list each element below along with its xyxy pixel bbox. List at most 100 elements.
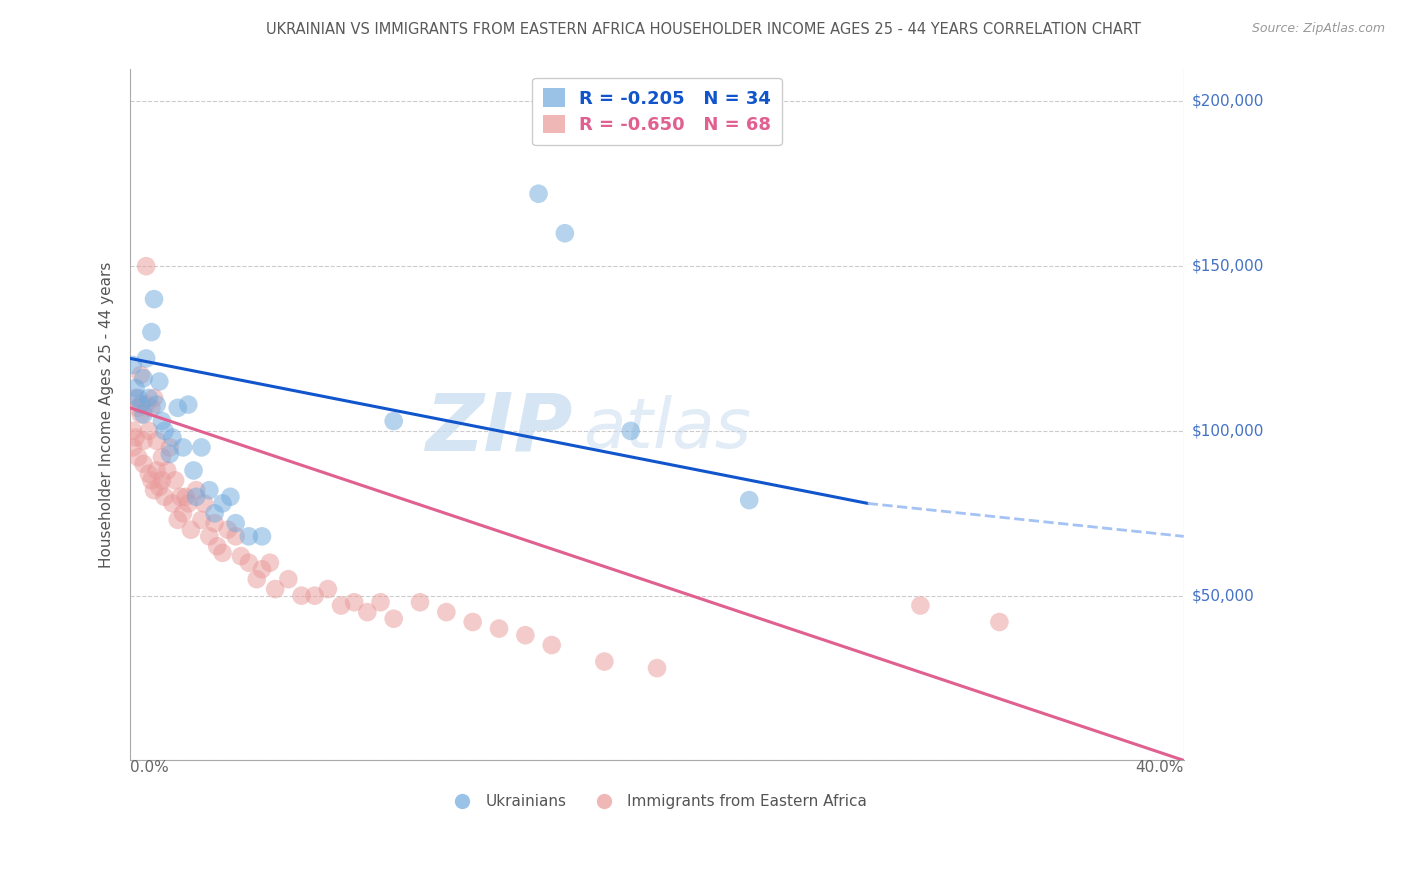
Y-axis label: Householder Income Ages 25 - 44 years: Householder Income Ages 25 - 44 years (100, 261, 114, 567)
Point (290, 589, 312, 603)
Point (238, 556, 260, 570)
Point (162, 496, 184, 510)
Point (150, 474, 173, 488)
Point (250, 562, 273, 576)
Point (145, 434, 167, 448)
Point (198, 483, 221, 498)
Point (434, 605, 457, 619)
Point (988, 615, 1011, 629)
Point (141, 474, 163, 488)
Point (645, 661, 668, 675)
Point (122, 441, 145, 455)
Point (316, 582, 339, 596)
Point (127, 450, 149, 465)
Point (148, 480, 170, 494)
Point (183, 463, 205, 477)
Point (229, 549, 252, 563)
Point (370, 595, 392, 609)
Text: atlas: atlas (583, 395, 751, 462)
Text: 0.0%: 0.0% (131, 760, 169, 775)
Point (246, 572, 269, 586)
Point (132, 457, 155, 471)
Point (141, 401, 163, 415)
Point (186, 490, 208, 504)
Point (169, 490, 191, 504)
Point (488, 622, 510, 636)
Text: $50,000: $50,000 (1192, 588, 1254, 603)
Point (225, 516, 247, 531)
Point (225, 529, 247, 543)
Point (190, 513, 212, 527)
Point (277, 572, 299, 586)
Text: 40.0%: 40.0% (1136, 760, 1184, 775)
Point (620, 424, 643, 438)
Point (124, 381, 146, 395)
Point (122, 424, 145, 438)
Point (172, 506, 194, 520)
Point (461, 615, 484, 629)
Point (204, 506, 226, 520)
Point (145, 398, 167, 412)
Point (198, 529, 221, 543)
Point (135, 259, 157, 273)
Point (409, 595, 432, 609)
Point (150, 450, 173, 465)
Point (382, 612, 405, 626)
Point (593, 655, 616, 669)
Text: Source: ZipAtlas.com: Source: ZipAtlas.com (1251, 22, 1385, 36)
Text: ZIP: ZIP (426, 389, 572, 467)
Point (122, 358, 145, 372)
Point (165, 474, 187, 488)
Legend: Ukrainians, Immigrants from Eastern Africa: Ukrainians, Immigrants from Eastern Afri… (441, 788, 873, 815)
Point (153, 490, 176, 504)
Point (211, 496, 233, 510)
Point (177, 496, 200, 510)
Point (159, 441, 181, 455)
Point (172, 441, 194, 455)
Point (259, 556, 281, 570)
Point (162, 430, 184, 444)
Point (135, 398, 157, 412)
Point (304, 589, 326, 603)
Point (180, 523, 202, 537)
Point (150, 414, 173, 428)
Point (135, 351, 157, 366)
Point (190, 441, 212, 455)
Point (554, 226, 576, 240)
Point (138, 391, 160, 405)
Text: $100,000: $100,000 (1192, 424, 1264, 439)
Point (343, 595, 366, 609)
Point (143, 483, 166, 498)
Point (174, 490, 197, 504)
Point (330, 599, 353, 613)
Point (217, 523, 239, 537)
Point (250, 529, 273, 543)
Point (132, 371, 155, 385)
Point (238, 529, 260, 543)
Point (153, 424, 176, 438)
Point (138, 424, 160, 438)
Point (264, 582, 287, 596)
Point (166, 513, 188, 527)
Point (356, 605, 378, 619)
Point (166, 401, 188, 415)
Point (156, 463, 179, 477)
Point (193, 496, 215, 510)
Point (527, 186, 550, 201)
Point (143, 292, 166, 306)
Point (540, 638, 562, 652)
Point (132, 434, 155, 448)
Point (515, 628, 537, 642)
Point (124, 391, 146, 405)
Point (148, 375, 170, 389)
Point (129, 368, 152, 382)
Point (127, 401, 149, 415)
Point (129, 398, 152, 412)
Point (177, 398, 200, 412)
Point (382, 414, 405, 428)
Point (738, 493, 761, 508)
Point (219, 490, 242, 504)
Text: $150,000: $150,000 (1192, 259, 1264, 274)
Point (204, 516, 226, 531)
Point (143, 391, 166, 405)
